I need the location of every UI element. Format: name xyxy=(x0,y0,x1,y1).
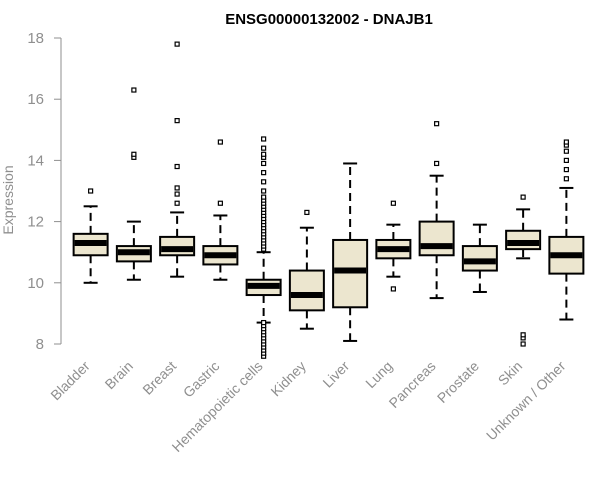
outlier-point xyxy=(434,160,440,167)
outlier-point xyxy=(434,121,440,127)
outlier-point xyxy=(261,194,267,200)
outlier-point xyxy=(174,41,180,47)
box-group-hematopoietic-cells xyxy=(245,136,282,359)
outlier-point xyxy=(174,185,180,191)
outlier-point xyxy=(520,194,526,200)
outlier-point xyxy=(563,139,569,145)
x-tick-label: Lung xyxy=(362,358,395,391)
outlier-point xyxy=(304,209,310,216)
y-tick-label: 16 xyxy=(27,91,44,108)
y-tick-label: 8 xyxy=(36,336,44,353)
box-group-brain xyxy=(115,87,152,281)
box-group-prostate xyxy=(461,223,498,293)
x-tick-label: Pancreas xyxy=(386,358,439,411)
y-tick-label: 14 xyxy=(27,152,44,169)
x-tick-label: Liver xyxy=(319,358,352,391)
outlier-point xyxy=(174,200,180,206)
iqr-box xyxy=(332,238,369,309)
outlier-point xyxy=(174,191,180,197)
iqr-box xyxy=(288,269,325,312)
outlier-point xyxy=(217,139,223,145)
outlier-point xyxy=(520,332,526,338)
y-axis-label: Expression xyxy=(0,165,16,234)
outlier-point xyxy=(390,200,396,206)
box-group-liver xyxy=(332,162,369,342)
outlier-point xyxy=(261,170,267,176)
iqr-box xyxy=(159,235,196,257)
box-group-lung xyxy=(375,200,412,292)
outlier-point xyxy=(131,87,137,93)
box-group-gastric xyxy=(202,139,239,281)
x-tick-label: Bladder xyxy=(47,358,93,404)
x-tick-label: Unknown / Other xyxy=(483,358,569,444)
x-tick-label: Breast xyxy=(139,358,179,398)
outlier-point xyxy=(174,118,180,124)
box-group-skin xyxy=(505,194,542,347)
outlier-point xyxy=(563,176,569,182)
outlier-point xyxy=(261,179,267,185)
y-tick-label: 12 xyxy=(27,214,44,231)
outlier-point xyxy=(563,166,569,173)
outlier-point xyxy=(88,188,94,194)
outlier-point xyxy=(174,163,180,170)
y-tick-label: 18 xyxy=(27,30,44,47)
outlier-point xyxy=(261,136,267,142)
outlier-point xyxy=(520,341,526,347)
outlier-point xyxy=(131,151,137,157)
outlier-point xyxy=(390,286,396,292)
outlier-point xyxy=(261,145,267,151)
outlier-point xyxy=(563,157,569,163)
outlier-point xyxy=(563,148,569,154)
x-tick-label: Skin xyxy=(495,358,526,389)
outlier-point xyxy=(217,200,223,206)
box-group-kidney xyxy=(288,209,325,330)
outlier-point xyxy=(261,319,267,326)
box-group-bladder xyxy=(72,188,109,284)
outlier-point xyxy=(261,151,267,157)
x-tick-label: Kidney xyxy=(267,358,309,400)
outlier-point xyxy=(261,188,267,194)
iqr-box xyxy=(418,220,455,257)
box-group-unknown-other xyxy=(548,139,585,321)
x-tick-label: Brain xyxy=(102,358,136,392)
x-tick-label: Gastric xyxy=(180,358,223,401)
plot-area xyxy=(72,41,585,359)
iqr-box xyxy=(461,245,498,272)
y-tick-label: 10 xyxy=(27,275,44,292)
box-group-pancreas xyxy=(418,121,455,300)
x-tick-label: Prostate xyxy=(434,358,482,406)
iqr-box xyxy=(505,229,542,251)
chart-title: ENSG00000132002 - DNAJB1 xyxy=(225,11,433,28)
y-axis: 8 10 12 14 16 18 xyxy=(27,30,62,353)
box-group-breast xyxy=(159,41,196,278)
outlier-point xyxy=(261,160,267,167)
